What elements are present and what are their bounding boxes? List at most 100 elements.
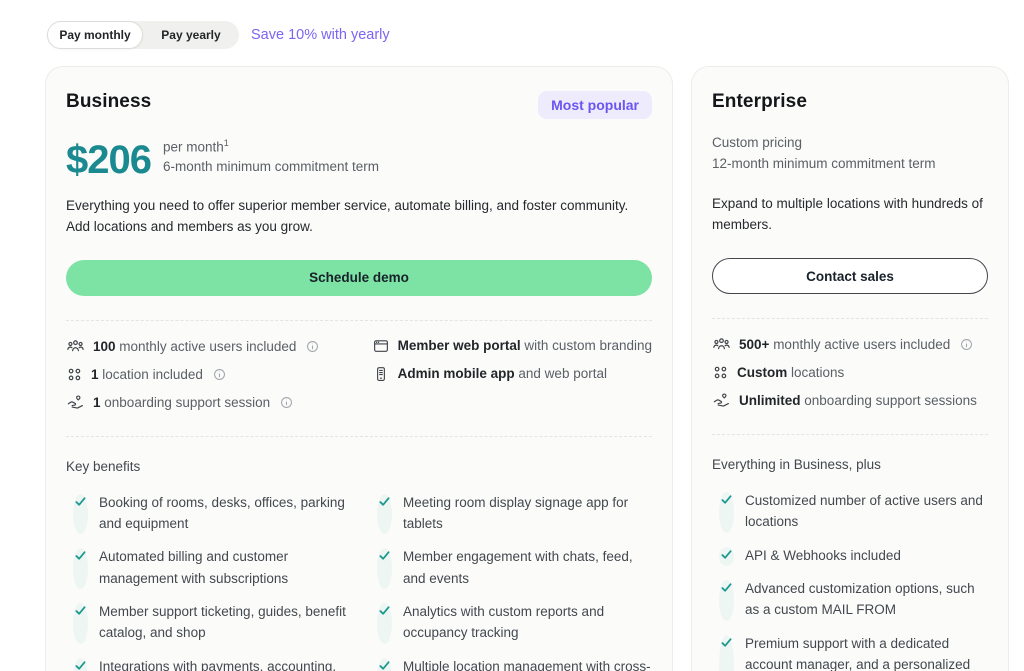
info-icon[interactable] [280, 396, 293, 409]
benefit-item: Customized number of active users and lo… [712, 490, 988, 533]
benefit-text: Booking of rooms, desks, offices, parkin… [99, 494, 345, 532]
feature-value: Unlimited [739, 393, 801, 409]
check-icon [719, 492, 734, 533]
most-popular-badge: Most popular [538, 91, 652, 119]
check-icon [377, 603, 392, 644]
feature-value: 1 [93, 394, 101, 410]
feature-active-users: 500+ monthly active users included [712, 335, 988, 354]
enterprise-description: Expand to multiple locations with hundre… [712, 195, 983, 233]
feature-mobile-app: Admin mobile app and web portal [372, 365, 652, 383]
feature-value: 100 [93, 338, 116, 354]
feature-label: onboarding support session [104, 394, 271, 410]
benefit-text: Member engagement with chats, feed, and … [403, 549, 633, 586]
feature-locations: 1 location included [66, 366, 372, 383]
benefit-text: Analytics with custom reports and occupa… [403, 604, 605, 641]
feature-value: 1 [91, 366, 99, 382]
plan-cards: Business Most popular $206 per month1 6-… [45, 66, 1009, 671]
feature-value: 500+ [739, 337, 770, 353]
business-features-left: 100 monthly active users included 1 loca… [66, 337, 372, 412]
feature-text: 100 monthly active users included [93, 339, 296, 354]
enterprise-benefits: Customized number of active users and lo… [712, 490, 988, 671]
benefit-item: Advanced customization options, such as … [712, 578, 988, 621]
schedule-demo-button[interactable]: Schedule demo [66, 259, 652, 296]
divider [712, 434, 988, 436]
feature-text: 500+ monthly active users included [739, 337, 950, 352]
benefit-text: Customized number of active users and lo… [745, 493, 983, 530]
locations-icon [712, 364, 729, 381]
feature-text: Admin mobile app and web portal [398, 366, 607, 381]
feature-label: location included [102, 366, 203, 382]
feature-active-users: 100 monthly active users included [66, 337, 372, 356]
check-icon [719, 634, 734, 671]
yearly-savings-note: Save 10% with yearly [251, 27, 390, 43]
price-period-line: per month1 [163, 137, 379, 157]
benefit-text: Meeting room display signage app for tab… [403, 494, 629, 532]
enterprise-card-header: Enterprise [712, 91, 988, 113]
benefit-text: Multiple location management with cross-… [403, 658, 651, 671]
check-icon [377, 548, 392, 590]
benefit-item: Integrations with payments, accounting, … [66, 656, 348, 671]
enterprise-plan-title: Enterprise [712, 91, 807, 112]
check-icon [73, 493, 88, 535]
feature-value: Member web portal [397, 338, 521, 354]
benefit-item: Member support ticketing, guides, benefi… [66, 601, 348, 644]
users-icon [66, 337, 85, 356]
benefit-text: Premium support with a dedicated account… [745, 635, 971, 671]
billing-toggle-row: Pay monthly Pay yearly Save 10% with yea… [47, 21, 1009, 49]
enterprise-benefits-title: Everything in Business, plus [712, 457, 881, 473]
info-icon[interactable] [213, 368, 226, 381]
toggle-pay-yearly[interactable]: Pay yearly [161, 28, 221, 42]
benefit-item: Automated billing and customer managemen… [66, 546, 348, 590]
check-icon [73, 603, 88, 644]
contact-sales-button[interactable]: Contact sales [712, 258, 988, 295]
check-icon [73, 657, 88, 671]
feature-value: Custom [737, 365, 788, 381]
support-icon [66, 393, 85, 412]
mobile-icon [372, 365, 390, 383]
feature-text: 1 location included [91, 367, 203, 382]
info-icon[interactable] [960, 338, 973, 351]
check-icon [73, 548, 88, 590]
info-icon[interactable] [306, 340, 319, 353]
support-icon [712, 391, 731, 410]
check-icon [719, 546, 734, 567]
check-icon [377, 493, 392, 535]
benefits-left-column: Booking of rooms, desks, offices, parkin… [66, 492, 348, 671]
business-price: $206 [66, 137, 152, 182]
enterprise-custom-pricing: Custom pricing [712, 135, 803, 150]
feature-label: and web portal [518, 366, 607, 382]
feature-text: Unlimited onboarding support sessions [739, 393, 977, 408]
business-card-header: Business Most popular [66, 91, 652, 119]
benefit-item: Member engagement with chats, feed, and … [370, 546, 652, 590]
benefit-item: API & Webhooks included [712, 545, 988, 567]
enterprise-plan-card: Enterprise Custom pricing 12-month minim… [691, 66, 1009, 671]
feature-onboarding: Unlimited onboarding support sessions [712, 391, 988, 410]
enterprise-pricing: Custom pricing 12-month minimum commitme… [712, 133, 988, 175]
feature-web-portal: Member web portal with custom branding [372, 337, 652, 355]
price-footnote: 1 [223, 138, 229, 148]
benefits-right-column: Meeting room display signage app for tab… [370, 492, 652, 671]
business-plan-card: Business Most popular $206 per month1 6-… [45, 66, 673, 671]
feature-label: locations [791, 365, 845, 381]
feature-label: monthly active users included [119, 338, 297, 354]
enterprise-commitment: 12-month minimum commitment term [712, 155, 936, 171]
toggle-pay-monthly[interactable]: Pay monthly [47, 21, 143, 49]
benefits-column: Customized number of active users and lo… [712, 490, 988, 671]
feature-onboarding: 1 onboarding support session [66, 393, 372, 412]
business-description: Everything you need to offer superior me… [66, 197, 629, 235]
benefit-item: Meeting room display signage app for tab… [370, 492, 652, 535]
benefit-text: API & Webhooks included [745, 547, 901, 563]
check-icon [377, 657, 392, 671]
benefit-text: Integrations with payments, accounting, … [99, 658, 337, 671]
divider [66, 319, 652, 321]
business-features: 100 monthly active users included 1 loca… [66, 337, 652, 412]
benefit-text: Advanced customization options, such as … [745, 581, 975, 618]
users-icon [712, 335, 731, 354]
feature-label: with custom branding [524, 338, 652, 354]
enterprise-features: 500+ monthly active users included Custo… [712, 335, 988, 410]
business-price-block: $206 per month1 6-month minimum commitme… [66, 137, 652, 182]
feature-value: Admin mobile app [397, 366, 515, 382]
benefit-text: Member support ticketing, guides, benefi… [99, 604, 346, 641]
billing-period-toggle: Pay monthly Pay yearly [47, 21, 239, 49]
